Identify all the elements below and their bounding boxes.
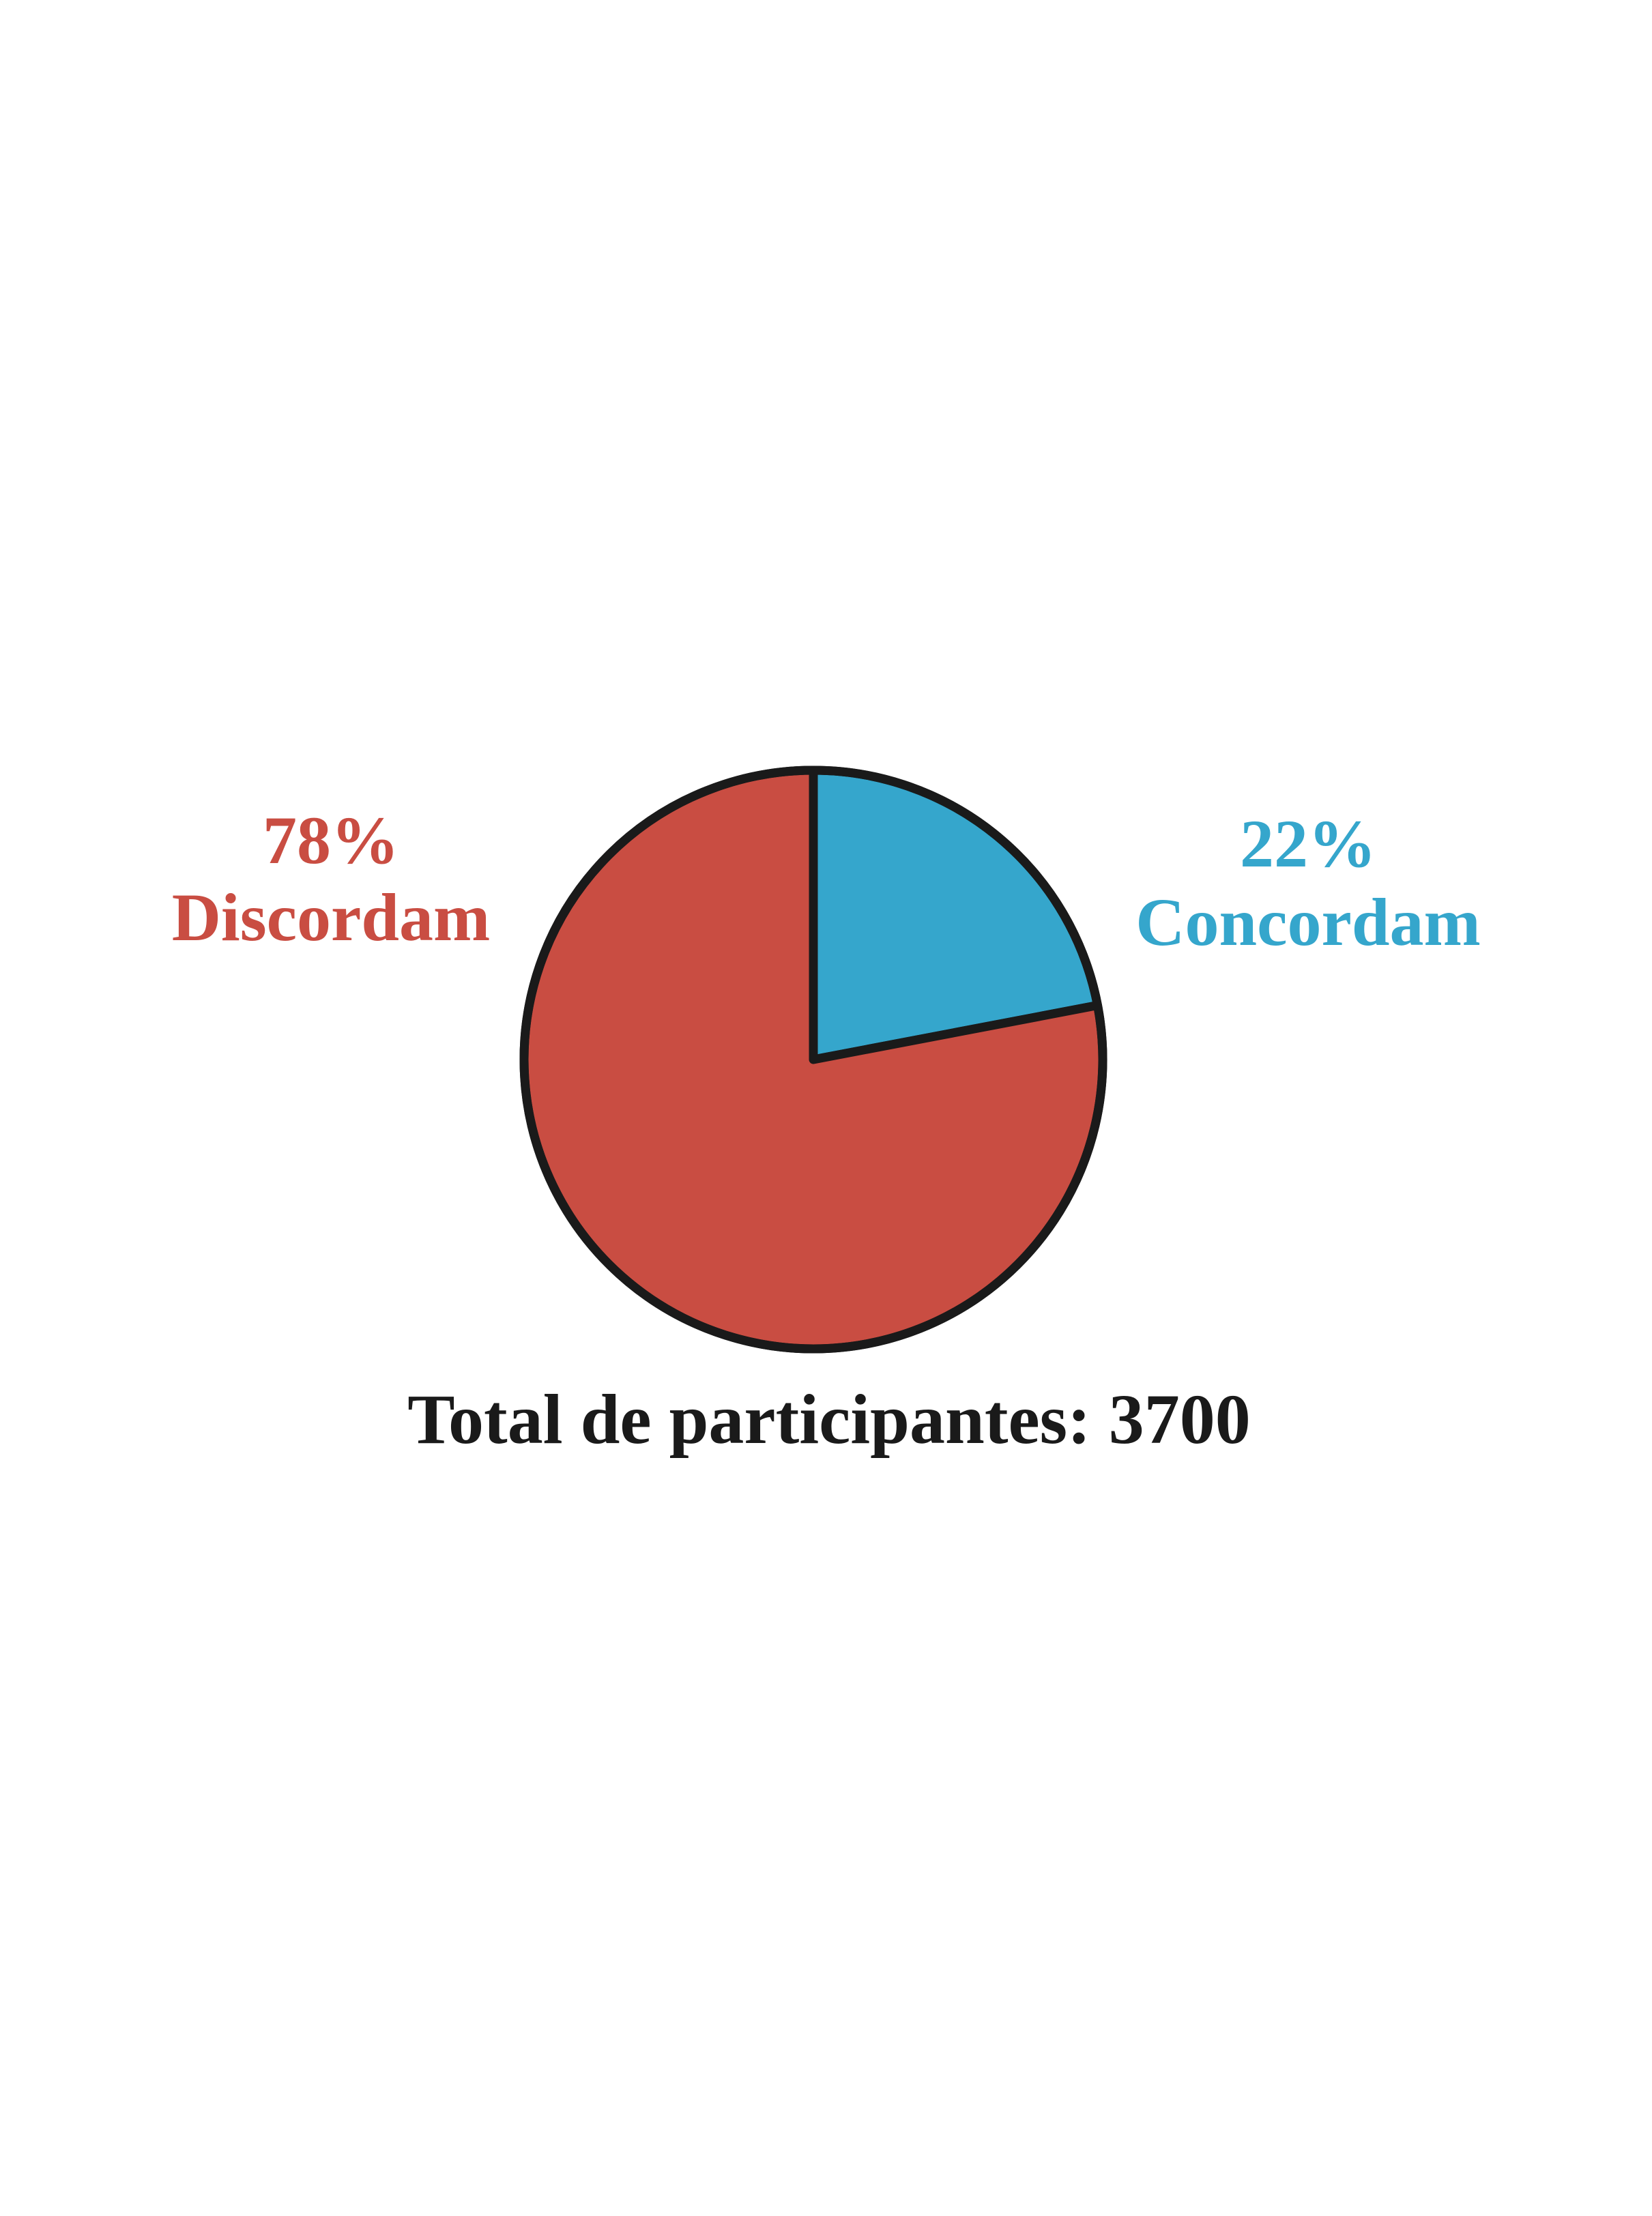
discordam-label: Discordam — [172, 879, 491, 955]
total-participants-label: Total de participantes: 3700 — [407, 1380, 1251, 1459]
pie-outline — [519, 766, 1107, 1354]
pie-slices — [519, 766, 1107, 1354]
discordam-percent-label: 78% — [263, 802, 399, 878]
concordam-label: Concordam — [1135, 884, 1481, 960]
concordam-percent-label: 22% — [1240, 806, 1376, 881]
